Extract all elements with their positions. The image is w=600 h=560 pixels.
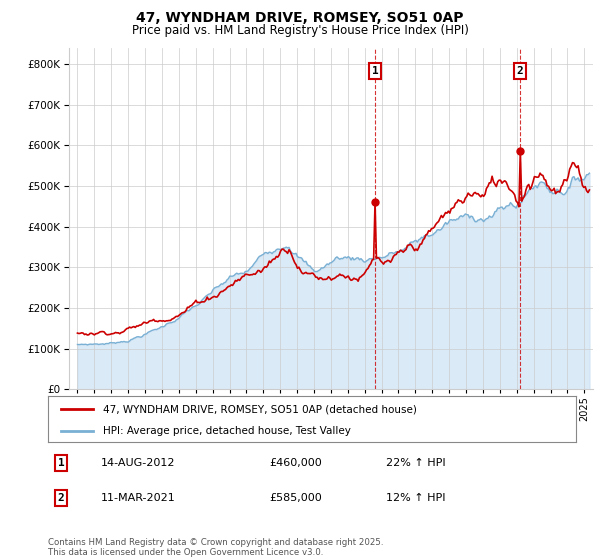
Text: 1: 1 — [58, 458, 65, 468]
Text: HPI: Average price, detached house, Test Valley: HPI: Average price, detached house, Test… — [103, 426, 352, 436]
Text: Contains HM Land Registry data © Crown copyright and database right 2025.
This d: Contains HM Land Registry data © Crown c… — [48, 538, 383, 557]
Text: 1: 1 — [372, 66, 379, 76]
Text: 12% ↑ HPI: 12% ↑ HPI — [386, 493, 445, 503]
Text: 47, WYNDHAM DRIVE, ROMSEY, SO51 0AP: 47, WYNDHAM DRIVE, ROMSEY, SO51 0AP — [136, 11, 464, 25]
Text: £460,000: £460,000 — [270, 458, 323, 468]
Text: Price paid vs. HM Land Registry's House Price Index (HPI): Price paid vs. HM Land Registry's House … — [131, 24, 469, 36]
Text: 2: 2 — [58, 493, 65, 503]
Text: 22% ↑ HPI: 22% ↑ HPI — [386, 458, 446, 468]
Text: 11-MAR-2021: 11-MAR-2021 — [101, 493, 176, 503]
Text: 2: 2 — [517, 66, 523, 76]
Text: £585,000: £585,000 — [270, 493, 323, 503]
Text: 47, WYNDHAM DRIVE, ROMSEY, SO51 0AP (detached house): 47, WYNDHAM DRIVE, ROMSEY, SO51 0AP (det… — [103, 404, 418, 414]
Text: 14-AUG-2012: 14-AUG-2012 — [101, 458, 175, 468]
